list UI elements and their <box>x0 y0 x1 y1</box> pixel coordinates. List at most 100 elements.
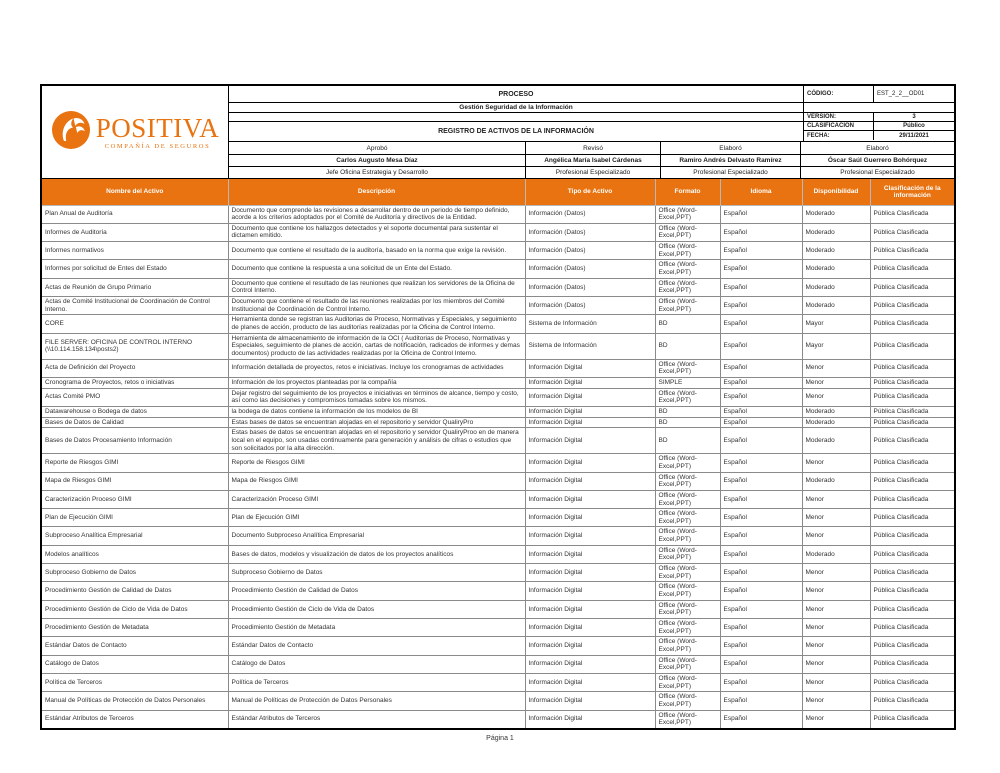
cell-formato: Office (Word-Excel,PPT) <box>654 296 721 316</box>
fecha-value: 29/11/2021 <box>899 132 929 139</box>
cell-idioma: Español <box>719 691 803 711</box>
cell-clasificacion: Pública Clasificada <box>869 277 954 298</box>
cell-tipo: Información Digital <box>524 654 656 674</box>
table-row: Manual de Políticas de Protección de Dat… <box>42 691 954 711</box>
cell-clasificacion: Pública Clasificada <box>869 526 954 546</box>
cell-descripcion: Catálogo de Datos <box>227 654 526 674</box>
codigo-value: EST_2_2__OD01 <box>877 91 925 97</box>
cell-clasificacion: Pública Clasificada <box>869 453 954 473</box>
cell-tipo: Información Digital <box>524 691 656 711</box>
cell-tipo: Información Digital <box>524 508 656 528</box>
cell-disponibilidad: Menor <box>801 672 871 693</box>
cell-clasificacion: Pública Clasificada <box>869 489 954 510</box>
table-row: Procedimiento Gestión de Metadata Procedi… <box>42 618 954 638</box>
logo-tagline: COMPAÑÍA DE SEGUROS <box>104 142 211 150</box>
sig-role: Elaboró <box>661 142 801 155</box>
cell-tipo: Información Digital <box>524 581 656 601</box>
column-header-descripcion: Descripción <box>227 179 526 206</box>
cell-descripcion: la bodega de datos contiene la informaci… <box>227 405 526 418</box>
cell-tipo: Información (Datos) <box>524 259 656 279</box>
cell-disponibilidad: Moderado <box>801 405 871 418</box>
cell-idioma: Español <box>719 277 803 298</box>
cell-formato: BD <box>654 332 721 360</box>
meta-row-empty <box>804 103 954 113</box>
cell-idioma: Español <box>719 241 803 261</box>
cell-nombre: Reporte de Riesgos GIMI <box>42 453 229 473</box>
cell-formato: Office (Word-Excel,PPT) <box>654 709 721 728</box>
cell-disponibilidad: Menor <box>801 691 871 711</box>
cell-descripcion: Mapa de Riesgos GIMI <box>227 471 526 491</box>
cell-nombre: Datawarehouse o Bodega de datos <box>42 405 229 418</box>
cell-descripcion: Documento que comprende las revisiones a… <box>227 204 526 224</box>
cell-nombre: Actas de Reunión de Grupo Primario <box>42 277 229 298</box>
sig-role: Aprobó <box>229 142 526 155</box>
cell-tipo: Información (Datos) <box>524 241 656 261</box>
cell-idioma: Español <box>719 709 803 728</box>
cell-formato: Office (Word-Excel,PPT) <box>654 508 721 528</box>
cell-tipo: Información Digital <box>524 453 656 473</box>
proceso-value: Gestión Seguridad de la Información <box>229 103 803 113</box>
meta-row-codigo: CÓDIGO: EST_2_2__OD01 <box>804 86 954 103</box>
proceso-label: PROCESO <box>229 86 803 103</box>
cell-formato: Office (Word-Excel,PPT) <box>654 672 721 693</box>
cell-nombre: Plan Anual de Auditoría <box>42 204 229 224</box>
cell-disponibilidad: Menor <box>801 526 871 546</box>
cell-clasificacion: Pública Clasificada <box>869 654 954 674</box>
cell-formato: Office (Word-Excel,PPT) <box>654 387 721 407</box>
cell-tipo: Información Digital <box>524 544 656 565</box>
document-title: REGISTRO DE ACTIVOS DE LA INFORMACIÓN <box>438 128 594 135</box>
cell-descripcion: Información de los proyectos planteadas … <box>227 376 526 389</box>
cell-idioma: Español <box>719 259 803 279</box>
cell-tipo: Información (Datos) <box>524 204 656 224</box>
cell-disponibilidad: Menor <box>801 387 871 407</box>
sig-name: Carlos Augusto Mesa Díaz <box>229 155 526 167</box>
cell-formato: Office (Word-Excel,PPT) <box>654 654 721 674</box>
cell-descripcion: Herramienta donde se registran las Audit… <box>227 314 526 334</box>
cell-descripcion: Bases de datos, modelos y visualización … <box>227 544 526 565</box>
cell-disponibilidad: Menor <box>801 376 871 389</box>
cell-formato: Office (Word-Excel,PPT) <box>654 204 721 224</box>
sig-title: Profesional Especializado <box>661 167 801 178</box>
cell-disponibilidad: Menor <box>801 581 871 601</box>
version-label: VERSIÓN: <box>804 113 874 121</box>
sig-title: Profesional Especializado <box>840 169 915 176</box>
cell-idioma: Español <box>719 427 803 455</box>
cell-idioma: Español <box>719 222 803 243</box>
cell-disponibilidad: Menor <box>801 618 871 638</box>
cell-formato: Office (Word-Excel,PPT) <box>654 563 721 583</box>
cell-descripcion: Estas bases de datos se encuentran aloja… <box>227 416 526 429</box>
table-row: Plan Anual de Auditoría Documento que com… <box>42 204 954 224</box>
cell-tipo: Información Digital <box>524 471 656 491</box>
table-row: CORE Herramienta donde se registran las A… <box>42 314 954 334</box>
cell-descripcion: Manual de Políticas de Protección de Dat… <box>227 691 526 711</box>
meta-row-version: VERSIÓN: 3 <box>804 113 954 122</box>
table-row: Actas de Reunión de Grupo Primario Docume… <box>42 277 954 298</box>
cell-formato: SIMPLE <box>654 376 721 389</box>
cell-idioma: Español <box>719 581 803 601</box>
sig-role: Elaboró <box>801 142 954 155</box>
cell-tipo: Sistema de Información <box>524 332 656 360</box>
cell-disponibilidad: Menor <box>801 489 871 510</box>
cell-clasificacion: Pública Clasificada <box>869 241 954 261</box>
sig-role: Revisó <box>526 142 661 155</box>
table-row: Subproceso Gobierno de Datos Subproceso G… <box>42 563 954 583</box>
cell-idioma: Español <box>719 599 803 620</box>
clasificacion-label: CLASIFICACIÓN <box>804 122 874 130</box>
clasificacion-value: Público <box>903 123 925 129</box>
header-titles: PROCESO Gestión Seguridad de la Informac… <box>229 86 803 141</box>
cell-idioma: Español <box>719 672 803 693</box>
header-meta: CÓDIGO: EST_2_2__OD01 VERSIÓN: 3 CLA <box>803 86 954 141</box>
table-row: Procedimiento Gestión de Ciclo de Vida d… <box>42 599 954 620</box>
cell-descripcion: Estándar Atributos de Terceros <box>227 709 526 728</box>
sig-title: Profesional Especializado <box>526 167 661 178</box>
cell-idioma: Español <box>719 489 803 510</box>
cell-tipo: Información Digital <box>524 672 656 693</box>
table-row: Mapa de Riesgos GIMI Mapa de Riesgos GIMI… <box>42 471 954 491</box>
table-row: Estándar Atributos de Terceros Estándar A… <box>42 709 954 728</box>
registry-document: POSITIVA COMPAÑÍA DE SEGUROS PROCESO Ges… <box>40 84 956 730</box>
cell-formato: Office (Word-Excel,PPT) <box>654 636 721 656</box>
cell-idioma: Español <box>719 508 803 528</box>
cell-nombre: Subproceso Analítica Empresarial <box>42 526 229 546</box>
cell-nombre: Modelos analíticos <box>42 544 229 565</box>
cell-formato: Office (Word-Excel,PPT) <box>654 618 721 638</box>
